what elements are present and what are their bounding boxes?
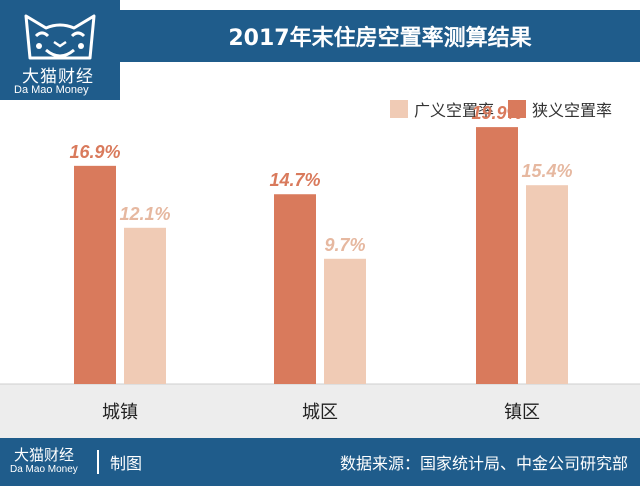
data-label-narrow-2: 19.9% — [471, 103, 522, 123]
title-bar: 2017年末住房空置率测算结果 — [120, 10, 640, 62]
legend-item-broad: 广义空置率 — [389, 97, 494, 121]
legend-swatch-broad — [389, 100, 408, 118]
data-label-broad-1: 9.7% — [324, 235, 365, 255]
category-label-2: 镇区 — [504, 402, 540, 423]
chart-legend: 广义空置率 狭义空置率 — [376, 98, 612, 120]
category-label-0: 城镇 — [102, 402, 138, 423]
brand-logo: 大猫财经 Da Mao Money — [0, 0, 120, 100]
data-label-narrow-1: 14.7% — [269, 170, 320, 190]
bar-narrow-2 — [476, 127, 518, 384]
footer: 大猫财经 Da Mao Money 制图 数据来源：国家统计局、中金公司研究部 — [0, 438, 640, 486]
bar-broad-2 — [526, 185, 568, 384]
category-axis-band — [0, 384, 640, 438]
data-source: 数据来源：国家统计局、中金公司研究部 — [339, 454, 628, 473]
cat-logo-icon — [24, 14, 96, 60]
legend-item-narrow: 狭义空置率 — [507, 97, 612, 121]
header: 大猫财经 Da Mao Money 2017年末住房空置率测算结果 — [0, 0, 640, 100]
bar-narrow-0 — [74, 165, 116, 384]
chart-title: 2017年末住房空置率测算结果 — [228, 26, 532, 51]
legend-label-narrow: 狭义空置率 — [531, 101, 612, 120]
legend-swatch-narrow — [507, 100, 526, 118]
footer-brand-cn: 大猫财经 — [14, 446, 75, 464]
data-label-broad-2: 15.4% — [521, 161, 572, 181]
legend-label-broad: 广义空置率 — [413, 101, 494, 120]
bar-broad-0 — [124, 227, 166, 384]
data-label-narrow-0: 16.9% — [69, 142, 120, 162]
footer-divider — [97, 450, 99, 474]
brand-name-cn: 大猫财经 — [22, 67, 94, 87]
bar-chart: 16.9% 12.1% 城镇 14.7% 9.7% 城区 19.9% 15.4% 镇区 — [0, 103, 640, 438]
footer-maker: 制图 — [110, 454, 143, 473]
brand-name-en: Da Mao Money — [14, 84, 89, 96]
category-label-1: 城区 — [302, 402, 338, 423]
bar-narrow-1 — [274, 194, 316, 384]
footer-brand-en: Da Mao Money — [10, 464, 78, 475]
data-label-broad-0: 12.1% — [119, 204, 170, 224]
bar-broad-1 — [324, 258, 366, 384]
